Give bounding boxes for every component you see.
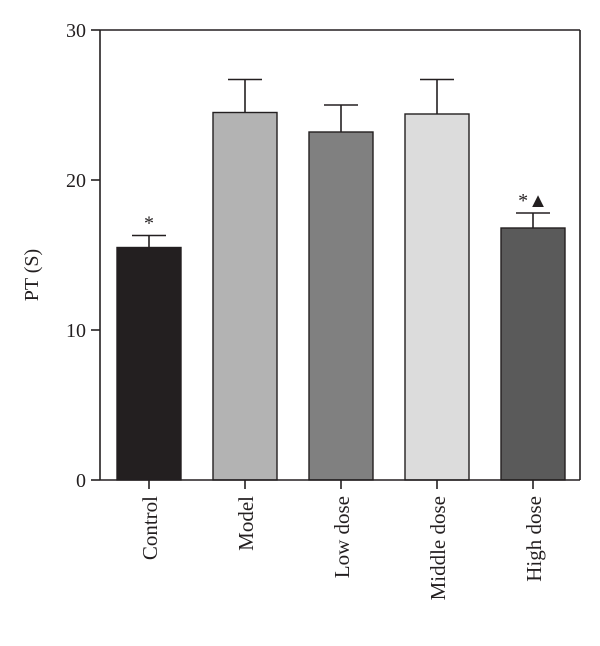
annotations-layer: * *▲: [144, 190, 548, 235]
y-tick-label-0: 0: [76, 470, 86, 492]
category-label-1: Model: [234, 496, 258, 551]
bars-layer: [116, 111, 566, 481]
significance-mark-0: *: [144, 213, 154, 235]
category-label-2: Low dose: [330, 496, 354, 578]
category-labels-layer: Control Model Low dose Middle dose High dose: [138, 496, 546, 601]
axes-layer: [99, 29, 581, 481]
category-label-0: Control: [138, 496, 162, 560]
bar-4: [500, 227, 566, 481]
y-axis-title: PT (S): [21, 249, 43, 301]
y-tick-label-2: 20: [66, 170, 86, 192]
bar-0: [116, 246, 182, 481]
x-ticks-layer: [148, 480, 534, 489]
y-tick-label-1: 10: [66, 320, 86, 342]
category-label-4: High dose: [522, 496, 546, 582]
bar-2: [308, 131, 374, 481]
y-ticks-layer: 0 10 20 30: [66, 20, 100, 492]
bar-1: [212, 111, 278, 481]
significance-mark-4: *▲: [518, 190, 548, 212]
error-bars-layer: [132, 78, 550, 248]
bar-3: [404, 113, 470, 481]
y-tick-label-3: 30: [66, 20, 86, 42]
category-label-3: Middle dose: [426, 496, 450, 600]
